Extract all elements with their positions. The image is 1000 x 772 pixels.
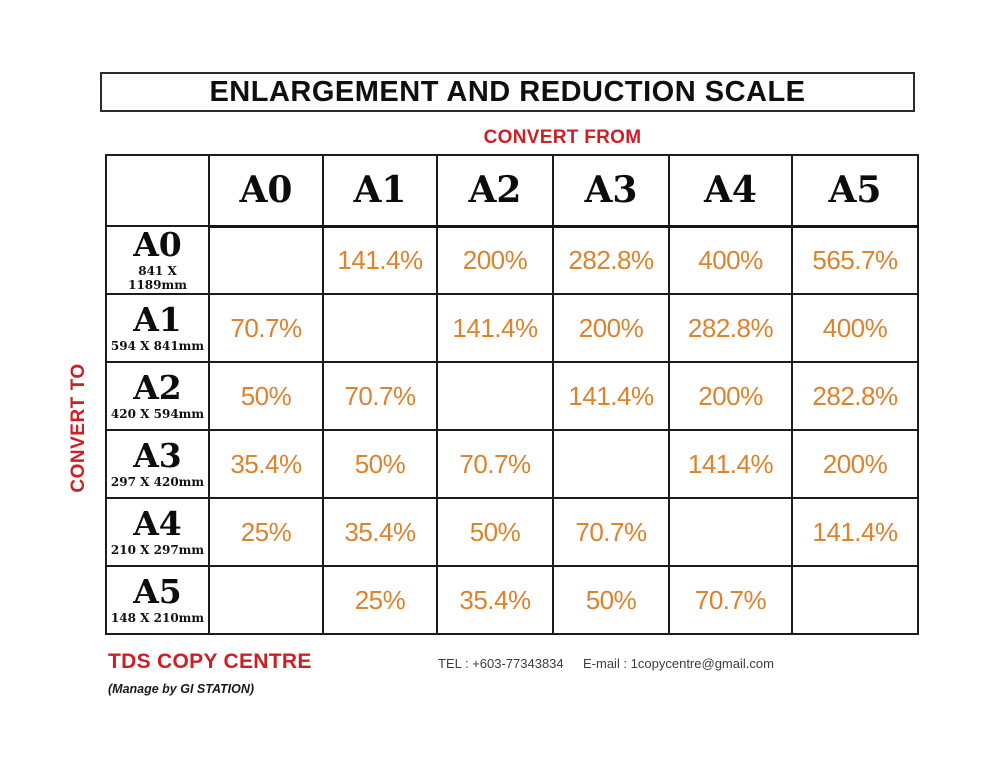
column-header-a4: A4 [668,154,793,228]
row-header-a1: A1 594 X 841mm [105,293,210,363]
telephone-label: TEL : +603-77343834 [438,656,564,671]
row-dimensions: 594 X 841mm [110,339,205,354]
percent-cell: 141.4% [322,225,438,295]
row-header-a0: A0 841 X 1189mm [105,224,210,295]
percent-cell: 50% [322,429,438,499]
percent-cell: 282.8% [668,293,793,363]
column-header-a0: A0 [208,154,324,228]
page-title: ENLARGEMENT AND REDUCTION SCALE [209,75,806,108]
table-row-a0: A0 841 X 1189mm 141.4% 200% 282.8% 400% … [105,224,919,295]
percent-cell: 200% [791,429,919,499]
row-label: A1 [133,299,182,339]
percent-cell: 141.4% [552,361,670,431]
row-dimensions: 148 X 210mm [110,611,205,626]
diagonal-cell [208,225,324,295]
empty-cell [208,565,324,635]
percent-cell: 70.7% [436,429,554,499]
diagonal-cell [552,429,670,499]
percent-cell: 565.7% [791,225,919,295]
percent-cell: 282.8% [552,225,670,295]
corner-cell [105,154,210,227]
row-header-a5: A5 148 X 210mm [105,565,210,635]
column-header-a3: A3 [552,154,670,228]
table-row-a3: A3 297 X 420mm 35.4% 50% 70.7% 141.4% 20… [105,429,919,499]
percent-cell: 400% [668,225,793,295]
percent-cell: 50% [552,565,670,635]
diagonal-cell [791,565,919,635]
percent-cell: 400% [791,293,919,363]
email-label: E-mail : 1copycentre@gmail.com [583,656,774,671]
percent-cell: 141.4% [791,497,919,567]
convert-to-label: CONVERT TO [68,363,89,493]
percent-cell: 141.4% [668,429,793,499]
row-header-a3: A3 297 X 420mm [105,429,210,499]
row-dimensions: 841 X 1189mm [128,264,187,293]
diagonal-cell [436,361,554,431]
percent-cell: 25% [208,497,324,567]
percent-cell: 35.4% [436,565,554,635]
row-label: A5 [133,571,182,611]
row-dimensions: 420 X 594mm [110,407,205,422]
percent-cell: 141.4% [436,293,554,363]
percent-cell: 50% [436,497,554,567]
percent-cell: 200% [552,293,670,363]
row-header-a2: A2 420 X 594mm [105,361,210,431]
percent-cell: 200% [668,361,793,431]
percent-cell: 70.7% [552,497,670,567]
row-label: A2 [133,367,182,407]
row-header-a4: A4 210 X 297mm [105,497,210,567]
column-header-a2: A2 [436,154,554,228]
managed-by-label: (Manage by GI STATION) [108,682,255,696]
row-label: A3 [133,435,182,475]
title-box: ENLARGEMENT AND REDUCTION SCALE [100,72,915,112]
column-header-row: A0 A1 A2 A3 A4 A5 [105,154,919,228]
percent-cell: 25% [322,565,438,635]
row-dimensions: 210 X 297mm [110,543,205,558]
percent-cell: 200% [436,225,554,295]
company-name: TDS COPY CENTRE [108,650,312,673]
table-row-a5: A5 148 X 210mm 25% 35.4% 50% 70.7% [105,565,919,635]
diagonal-cell [322,293,438,363]
table-row-a4: A4 210 X 297mm 25% 35.4% 50% 70.7% 141.4… [105,497,919,567]
convert-from-label: CONVERT FROM [483,127,642,148]
percent-cell: 50% [208,361,324,431]
percent-cell: 70.7% [322,361,438,431]
percent-cell: 282.8% [791,361,919,431]
diagonal-cell [668,497,793,567]
percent-cell: 35.4% [208,429,324,499]
row-label: A4 [133,503,182,543]
table-row-a2: A2 420 X 594mm 50% 70.7% 141.4% 200% 282… [105,361,919,431]
row-dimensions: 297 X 420mm [110,475,205,490]
column-header-a1: A1 [322,154,438,228]
percent-cell: 70.7% [668,565,793,635]
table-row-a1: A1 594 X 841mm 70.7% 141.4% 200% 282.8% … [105,293,919,363]
percent-cell: 35.4% [322,497,438,567]
percent-cell: 70.7% [208,293,324,363]
row-label: A0 [133,224,182,264]
scale-table: A0 A1 A2 A3 A4 A5 A0 841 X 1189mm 141.4%… [105,154,919,635]
column-header-a5: A5 [791,154,919,228]
